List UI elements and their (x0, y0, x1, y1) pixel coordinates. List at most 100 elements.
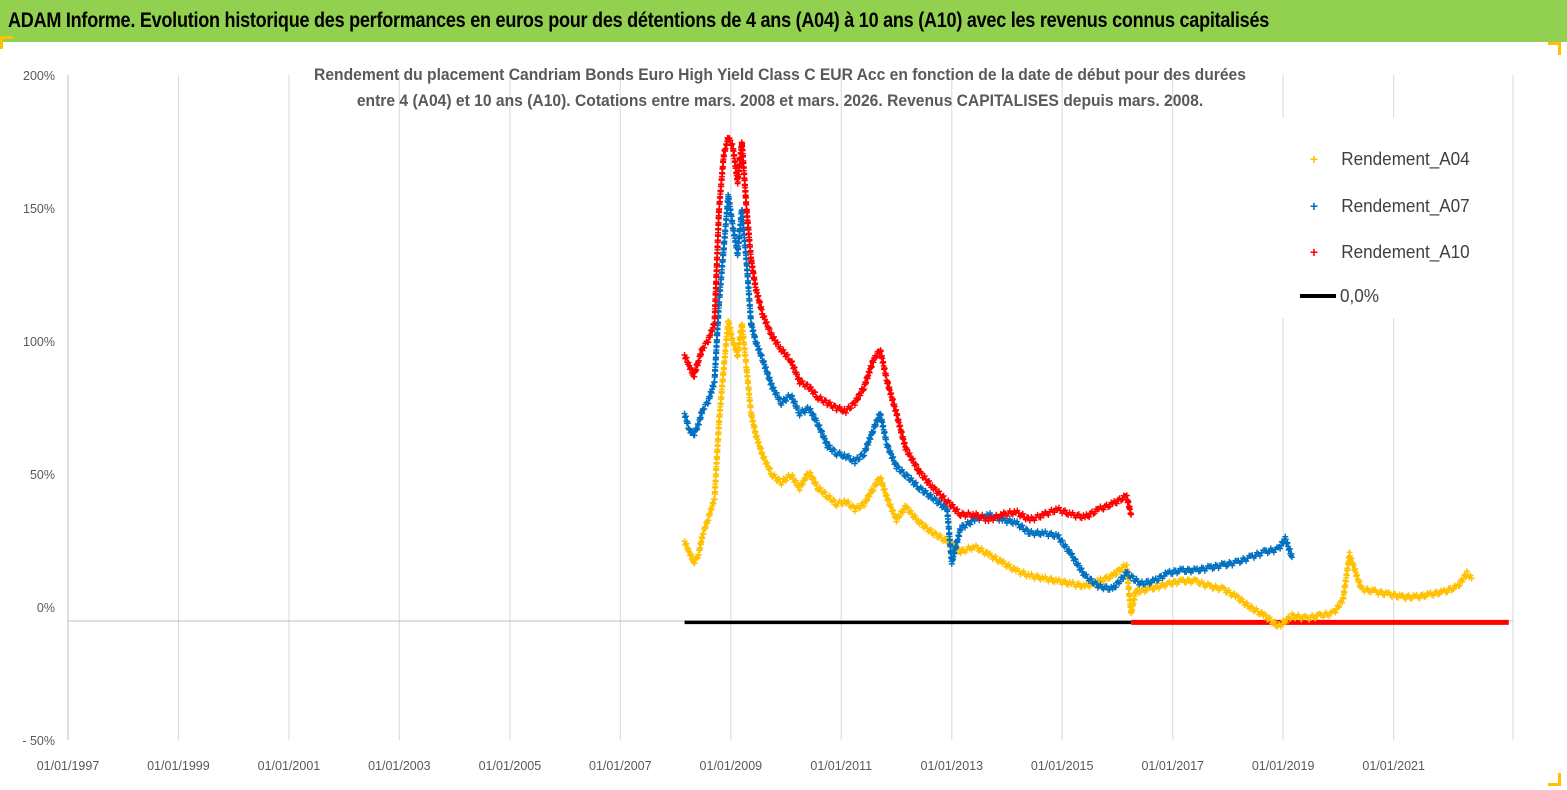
point-a10 (804, 381, 811, 388)
point-a04 (817, 484, 824, 491)
point-a10 (1019, 510, 1026, 517)
x-tick-label: 01/01/2021 (1362, 759, 1425, 773)
point-a10 (729, 140, 736, 147)
point-a10 (940, 492, 947, 499)
point-a04 (1464, 568, 1471, 575)
point-a07 (1068, 550, 1075, 557)
point-a07 (1066, 546, 1073, 553)
point-a10 (913, 461, 920, 468)
point-a04 (926, 527, 933, 534)
point-a04 (1078, 584, 1085, 591)
point-a07 (770, 384, 777, 391)
point-a04 (1312, 615, 1319, 622)
point-a07 (826, 442, 833, 449)
frame-corner-top-left (0, 36, 13, 49)
point-a04 (1332, 609, 1339, 616)
point-a10 (1086, 513, 1093, 520)
y-tick-label: 200% (23, 69, 55, 83)
point-a07 (1014, 518, 1021, 525)
point-a04 (917, 518, 924, 525)
point-a04 (918, 520, 925, 527)
point-a04 (831, 497, 838, 504)
point-a04 (864, 497, 871, 504)
point-a07 (773, 389, 780, 396)
point-a10 (960, 510, 967, 517)
point-a04 (1456, 582, 1463, 589)
legend-line-zero (1300, 294, 1336, 298)
point-a04 (1436, 590, 1443, 597)
point-a10 (1051, 509, 1058, 516)
point-a07 (1257, 552, 1264, 559)
point-a07 (1208, 562, 1215, 569)
point-a04 (1378, 587, 1385, 594)
x-tick-label: 01/01/2009 (700, 759, 763, 773)
point-a10 (1128, 511, 1135, 518)
point-a04 (807, 469, 814, 476)
point-a04 (1243, 599, 1250, 606)
point-a07 (783, 398, 790, 405)
point-a04 (766, 465, 773, 472)
point-a04 (1065, 581, 1072, 588)
point-a04 (1238, 595, 1245, 602)
point-a07 (1155, 577, 1162, 584)
point-a04 (1151, 586, 1158, 593)
point-a10 (826, 399, 833, 406)
point-a07 (701, 405, 708, 412)
point-a04 (810, 475, 817, 482)
legend-label-a07: Rendement_A07 (1341, 195, 1470, 216)
point-a04 (761, 453, 768, 460)
point-a04 (927, 526, 934, 533)
point-a07 (1078, 565, 1085, 572)
point-a10 (812, 389, 819, 396)
point-a04 (752, 428, 759, 435)
point-a07 (1072, 556, 1079, 563)
point-a07 (806, 406, 813, 413)
x-tick-label: 01/01/2015 (1031, 759, 1094, 773)
point-a04 (911, 513, 918, 520)
point-a04 (861, 503, 868, 510)
legend-marker-a04: + (1309, 151, 1319, 167)
point-a10 (996, 514, 1003, 521)
chart-title: Rendement du placement Candriam Bonds Eu… (246, 62, 1313, 114)
point-a04 (830, 496, 837, 503)
point-a07 (904, 472, 911, 479)
point-a10 (985, 518, 992, 525)
point-a07 (1129, 573, 1136, 580)
point-a04 (1392, 590, 1399, 597)
point-a04 (1262, 612, 1269, 619)
point-a10 (909, 455, 916, 462)
point-a04 (1100, 578, 1107, 585)
x-tick-label: 01/01/1999 (147, 759, 210, 773)
point-a10 (768, 329, 775, 336)
point-a04 (897, 512, 904, 519)
point-a04 (1242, 600, 1249, 607)
point-a10 (921, 473, 928, 480)
point-a04 (693, 555, 700, 562)
point-a04 (1444, 589, 1451, 596)
point-a07 (894, 463, 901, 470)
point-a07 (1006, 516, 1013, 523)
point-a04 (1468, 575, 1475, 582)
y-tick-label: 50% (30, 468, 55, 482)
y-tick-label: 0% (37, 601, 55, 615)
point-a07 (1112, 584, 1119, 591)
legend-item-a04: + Rendement_A04 (1300, 144, 1477, 174)
point-a04 (1419, 591, 1426, 598)
point-a04 (1266, 614, 1273, 621)
point-a07 (1194, 565, 1201, 572)
point-a07 (1059, 537, 1066, 544)
x-tick-label: 01/01/2011 (810, 759, 872, 773)
point-a04 (1214, 584, 1221, 591)
x-tick-label: 01/01/2005 (479, 759, 542, 773)
point-a10 (979, 512, 986, 519)
point-a10 (912, 460, 919, 467)
point-a10 (1106, 503, 1113, 510)
point-a10 (1009, 511, 1016, 518)
point-a07 (971, 518, 978, 525)
point-a10 (854, 397, 861, 404)
point-a10 (851, 402, 858, 409)
point-a10 (701, 344, 708, 351)
point-a04 (833, 503, 840, 510)
x-tick-label: 01/01/2017 (1141, 759, 1204, 773)
point-a04 (1062, 577, 1069, 584)
